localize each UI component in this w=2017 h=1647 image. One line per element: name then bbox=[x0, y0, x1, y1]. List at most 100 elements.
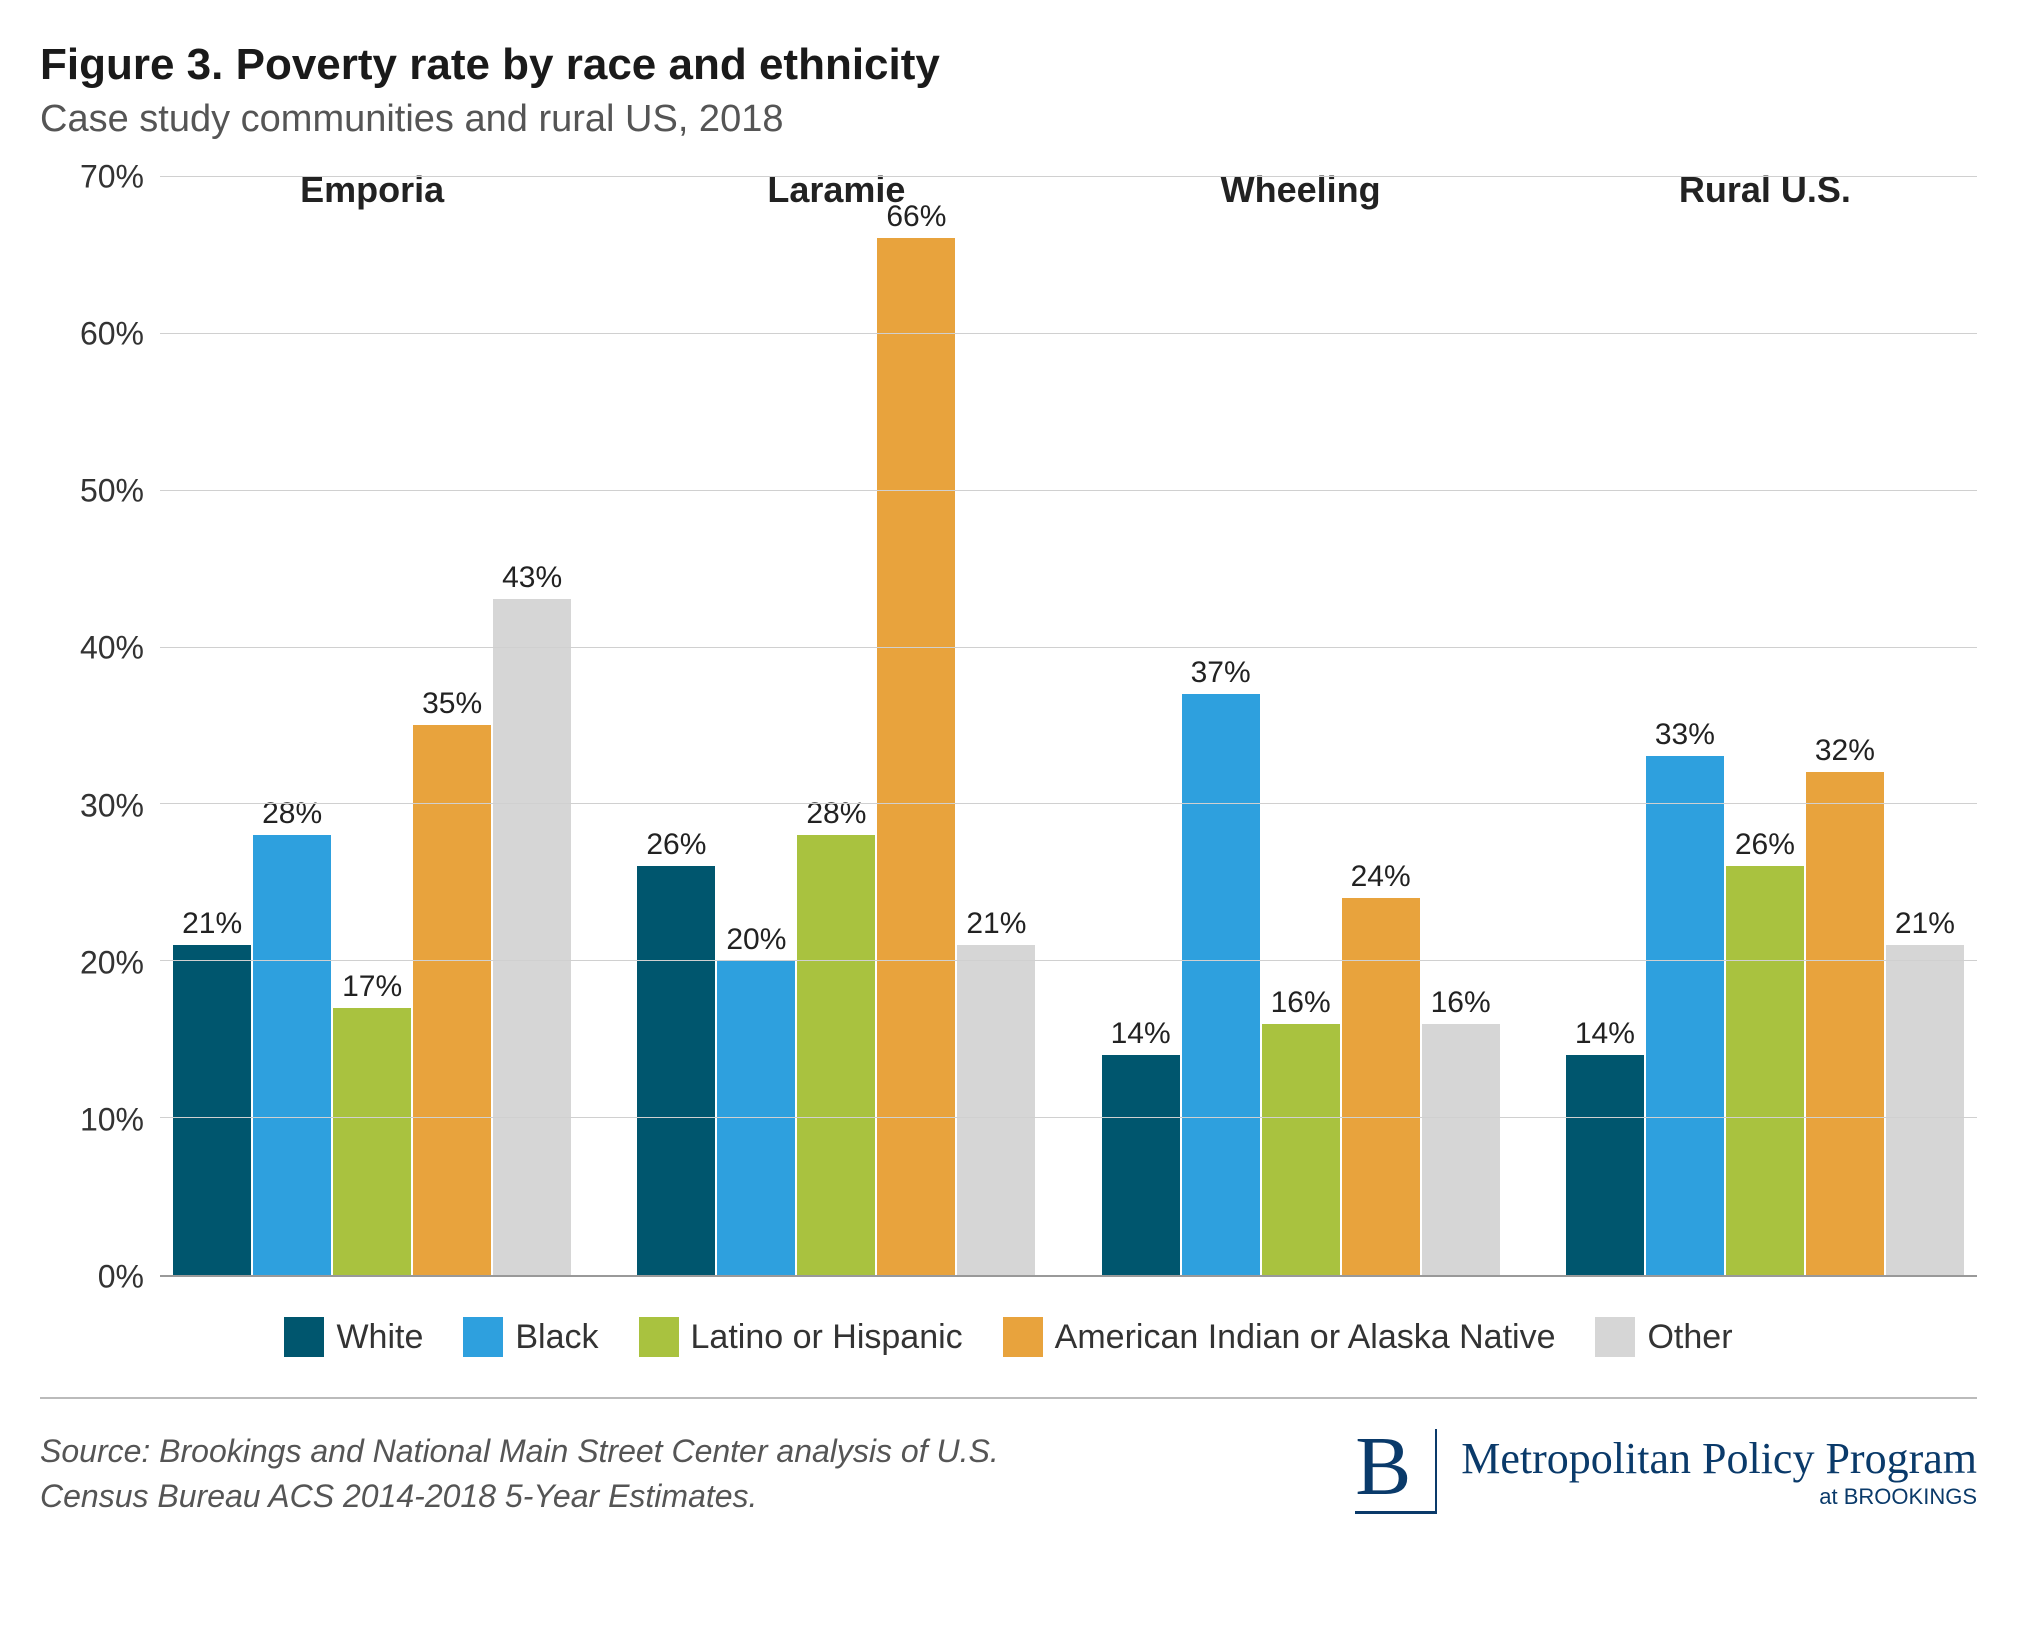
legend-item: Black bbox=[463, 1317, 598, 1357]
legend-item: Other bbox=[1595, 1317, 1732, 1357]
bar-rect bbox=[1342, 898, 1420, 1275]
bars-container: 14% 37% 16% 24% 16% bbox=[1089, 177, 1513, 1275]
bar: 14% bbox=[1566, 1017, 1644, 1275]
bar-value-label: 26% bbox=[646, 828, 706, 862]
chart-area: 0%10%20%30%40%50%60%70% Emporia21%28%17%… bbox=[40, 177, 1977, 1277]
bar-group: Rural U.S.14%33%26%32%21% bbox=[1553, 177, 1977, 1275]
y-axis-tick: 10% bbox=[44, 1101, 144, 1138]
legend-swatch bbox=[463, 1317, 503, 1357]
bar-rect bbox=[253, 835, 331, 1275]
bar-value-label: 21% bbox=[966, 907, 1026, 941]
bar-value-label: 21% bbox=[1895, 907, 1955, 941]
brand-logo: B Metropolitan Policy Program at BROOKIN… bbox=[1355, 1429, 1977, 1514]
y-axis-tick: 70% bbox=[44, 159, 144, 196]
gridline bbox=[160, 647, 1977, 648]
bar: 26% bbox=[1726, 828, 1804, 1275]
plot-area: Emporia21%28%17%35%43%Laramie26%20%28%66… bbox=[160, 177, 1977, 1277]
bar: 37% bbox=[1182, 656, 1260, 1275]
bar-rect bbox=[1262, 1024, 1340, 1275]
bars-container: 26% 20% 28% 66% 21% bbox=[624, 177, 1048, 1275]
legend-item: White bbox=[284, 1317, 423, 1357]
legend: White Black Latino or Hispanic American Ind… bbox=[40, 1317, 1977, 1357]
footer: Source: Brookings and National Main Stre… bbox=[40, 1397, 1977, 1519]
gridline bbox=[160, 333, 1977, 334]
bar: 16% bbox=[1262, 986, 1340, 1275]
gridline bbox=[160, 176, 1977, 177]
bar: 33% bbox=[1646, 718, 1724, 1275]
y-axis-tick: 50% bbox=[44, 473, 144, 510]
bar-rect bbox=[1182, 694, 1260, 1275]
legend-swatch bbox=[1003, 1317, 1043, 1357]
bar: 21% bbox=[173, 907, 251, 1275]
bar-value-label: 28% bbox=[806, 797, 866, 831]
legend-label: White bbox=[336, 1318, 423, 1357]
y-axis: 0%10%20%30%40%50%60%70% bbox=[40, 177, 160, 1277]
bar-value-label: 66% bbox=[886, 200, 946, 234]
bar-rect bbox=[1886, 945, 1964, 1275]
brand-main: Metropolitan Policy Program bbox=[1461, 1433, 1977, 1484]
legend-item: American Indian or Alaska Native bbox=[1003, 1317, 1556, 1357]
legend-swatch bbox=[639, 1317, 679, 1357]
bar: 20% bbox=[717, 923, 795, 1275]
bar-rect bbox=[173, 945, 251, 1275]
bar-value-label: 20% bbox=[726, 923, 786, 957]
bar-rect bbox=[1726, 866, 1804, 1275]
bar: 35% bbox=[413, 687, 491, 1275]
y-axis-tick: 40% bbox=[44, 630, 144, 667]
bar-value-label: 16% bbox=[1271, 986, 1331, 1020]
y-axis-tick: 20% bbox=[44, 944, 144, 981]
brand-letter: B bbox=[1355, 1429, 1437, 1514]
bar-rect bbox=[1566, 1055, 1644, 1275]
bar: 66% bbox=[877, 200, 955, 1275]
bar-value-label: 26% bbox=[1735, 828, 1795, 862]
bar-value-label: 21% bbox=[182, 907, 242, 941]
bar-rect bbox=[957, 945, 1035, 1275]
bar: 28% bbox=[253, 797, 331, 1275]
figure-container: Figure 3. Poverty rate by race and ethni… bbox=[40, 40, 1977, 1519]
bar-value-label: 14% bbox=[1575, 1017, 1635, 1051]
bar-group: Laramie26%20%28%66%21% bbox=[624, 177, 1048, 1275]
bar-value-label: 16% bbox=[1431, 986, 1491, 1020]
bar: 16% bbox=[1422, 986, 1500, 1275]
legend-label: Black bbox=[515, 1318, 598, 1357]
y-axis-tick: 60% bbox=[44, 316, 144, 353]
source-text: Source: Brookings and National Main Stre… bbox=[40, 1429, 1105, 1519]
bar-value-label: 17% bbox=[342, 970, 402, 1004]
gridline bbox=[160, 803, 1977, 804]
legend-swatch bbox=[284, 1317, 324, 1357]
bar-value-label: 33% bbox=[1655, 718, 1715, 752]
bar-rect bbox=[1806, 772, 1884, 1275]
bar: 21% bbox=[1886, 907, 1964, 1275]
bar-rect bbox=[1102, 1055, 1180, 1275]
bar-rect bbox=[1422, 1024, 1500, 1275]
bar-group: Wheeling14%37%16%24%16% bbox=[1089, 177, 1513, 1275]
bar-value-label: 35% bbox=[422, 687, 482, 721]
bar-rect bbox=[493, 599, 571, 1275]
bar-value-label: 37% bbox=[1191, 656, 1251, 690]
gridline bbox=[160, 960, 1977, 961]
gridline bbox=[160, 1117, 1977, 1118]
y-axis-tick: 0% bbox=[44, 1259, 144, 1296]
brand-sub: at BROOKINGS bbox=[1819, 1484, 1977, 1510]
bar-value-label: 43% bbox=[502, 561, 562, 595]
bar: 21% bbox=[957, 907, 1035, 1275]
bar-rect bbox=[797, 835, 875, 1275]
legend-label: Other bbox=[1647, 1318, 1732, 1357]
bar-group: Emporia21%28%17%35%43% bbox=[160, 177, 584, 1275]
bar-rect bbox=[333, 1008, 411, 1275]
bars-container: 14% 33% 26% 32% 21% bbox=[1553, 177, 1977, 1275]
legend-item: Latino or Hispanic bbox=[639, 1317, 963, 1357]
bar-value-label: 28% bbox=[262, 797, 322, 831]
bars-container: 21% 28% 17% 35% 43% bbox=[160, 177, 584, 1275]
bar: 14% bbox=[1102, 1017, 1180, 1275]
bar-value-label: 24% bbox=[1351, 860, 1411, 894]
bar-rect bbox=[413, 725, 491, 1275]
bar: 43% bbox=[493, 561, 571, 1275]
bar-rect bbox=[637, 866, 715, 1275]
bar: 32% bbox=[1806, 734, 1884, 1275]
chart-title: Figure 3. Poverty rate by race and ethni… bbox=[40, 40, 1977, 90]
brand-text: Metropolitan Policy Program at BROOKINGS bbox=[1461, 1433, 1977, 1510]
bar: 17% bbox=[333, 970, 411, 1275]
bar-groups: Emporia21%28%17%35%43%Laramie26%20%28%66… bbox=[160, 177, 1977, 1275]
bar-rect bbox=[877, 238, 955, 1275]
